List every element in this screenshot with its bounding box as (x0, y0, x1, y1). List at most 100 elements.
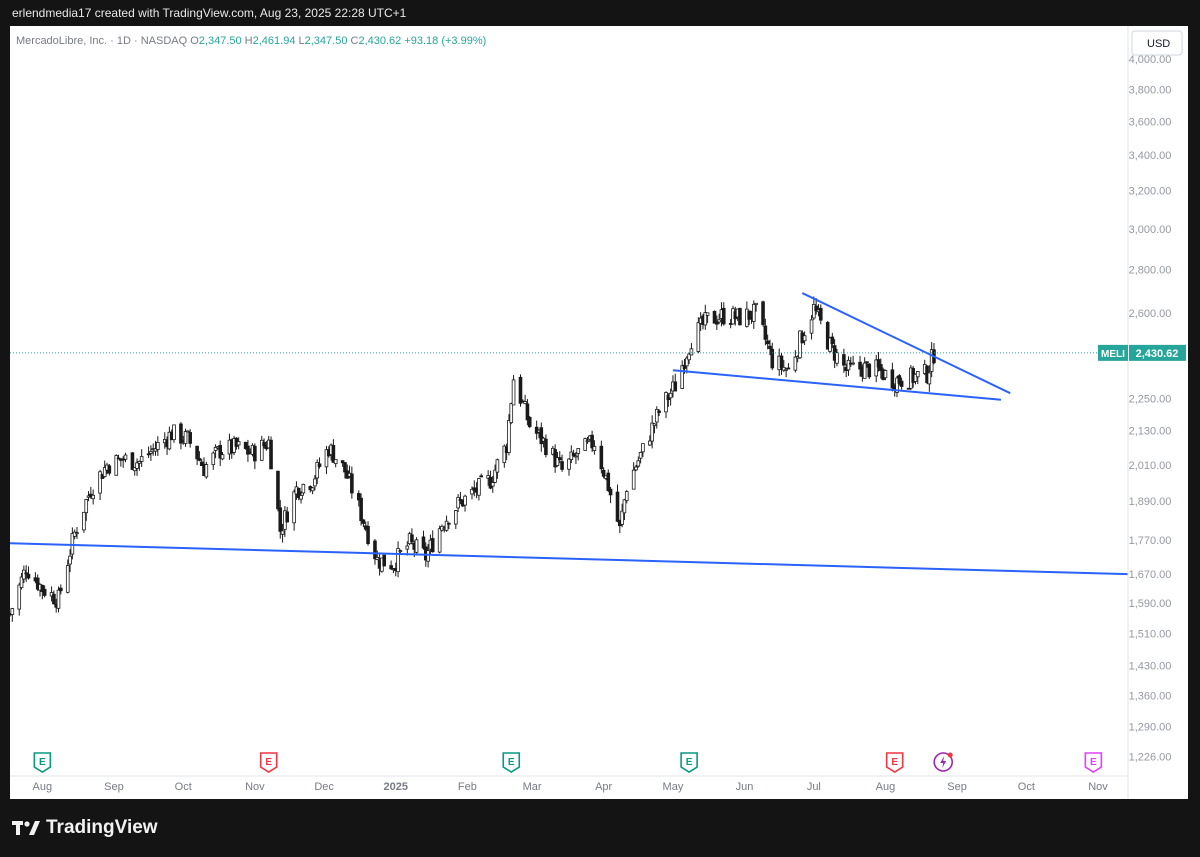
candle-body (10, 608, 15, 615)
candle-body (350, 473, 354, 494)
candle-body (495, 459, 500, 473)
candle-body (507, 420, 511, 453)
candle-body (786, 367, 791, 370)
candle-body (72, 531, 77, 537)
candle-body (636, 460, 641, 467)
candle-body (82, 511, 86, 531)
candle-body (825, 322, 830, 350)
candle-body (68, 555, 72, 565)
candle-body (426, 550, 430, 562)
earnings-marker (885, 752, 904, 773)
y-tick-label: 2,600.00 (1129, 308, 1172, 320)
candle-body (340, 460, 345, 464)
candle-body (262, 441, 266, 447)
candle-body (571, 453, 576, 457)
candle-body (146, 453, 151, 456)
candle-body (624, 491, 629, 502)
earnings-marker-label: E (1090, 757, 1097, 768)
candle-body (830, 336, 835, 345)
y-tick-label: 1,770.00 (1129, 535, 1172, 547)
candle-body (689, 348, 694, 356)
candle-body (523, 401, 527, 405)
candle-body (218, 444, 223, 459)
candle-body (585, 440, 590, 443)
candle-body (299, 495, 303, 500)
candle-body (107, 465, 112, 474)
candle-body (447, 522, 451, 525)
candle-body (211, 452, 216, 466)
candle-body (22, 569, 26, 580)
candle-body (544, 438, 548, 456)
candle-body (615, 491, 620, 522)
candle-body (657, 410, 661, 413)
y-tick-label: 1,590.00 (1129, 598, 1172, 610)
candle-body (622, 499, 627, 514)
candle-body (606, 472, 611, 491)
x-tick-label: Feb (458, 781, 477, 793)
candle-body (765, 340, 770, 345)
candle-body (414, 539, 419, 553)
candle-body (84, 499, 89, 514)
y-tick-label: 3,400.00 (1129, 150, 1172, 162)
y-tick-label: 1,226.00 (1129, 751, 1172, 763)
candle-body (574, 455, 578, 458)
candle-body (906, 387, 911, 390)
candle-body (867, 363, 872, 378)
candle-body (883, 370, 888, 379)
candle-body (317, 463, 322, 467)
y-tick-label: 1,360.00 (1129, 690, 1172, 702)
candle-body (149, 451, 153, 454)
candle-body (814, 305, 818, 312)
candle-body (590, 434, 594, 449)
candle-body (135, 462, 139, 469)
candle-body (454, 510, 458, 525)
candle-body (862, 362, 867, 379)
candle-body (851, 362, 855, 365)
y-tick-label: 1,510.00 (1129, 629, 1172, 641)
x-tick-label: Jul (807, 781, 821, 793)
candle-body (555, 457, 560, 466)
x-tick-label: May (663, 781, 684, 793)
candle-body (389, 565, 393, 570)
legend-low: 2,347.50 (305, 35, 351, 47)
x-tick-label: Dec (314, 781, 334, 793)
trendlines (9, 292, 1129, 576)
candle-body (828, 337, 832, 352)
candle-body (846, 359, 851, 371)
legend-open: 2,347.50 (199, 35, 245, 47)
symbol-tag-label: MELI (1101, 349, 1125, 360)
earnings-marker-label: E (508, 757, 515, 768)
earnings-marker (502, 752, 521, 773)
x-tick-label: Mar (523, 781, 542, 793)
trendline-long-support (9, 542, 1129, 576)
candle-body (197, 458, 202, 461)
candle-body (664, 392, 668, 413)
price-chart[interactable]: 4,000.00 3,800.00 3,600.00 3,400.00 3,200.00… (8, 26, 1188, 799)
y-tick-label: 3,800.00 (1129, 84, 1172, 96)
candle-body (738, 308, 742, 326)
candle-body (313, 478, 317, 487)
candle-body (463, 495, 467, 506)
notification-dot (947, 752, 953, 758)
candle-body (879, 364, 883, 371)
chart-legend: MercadoLibre, Inc. · 1D · NASDAQ O2,347.… (16, 35, 486, 47)
candle-body (705, 312, 710, 316)
candlestick-series (8, 296, 936, 622)
candle-body (188, 432, 192, 444)
candle-body (315, 461, 320, 479)
x-tick-label: Oct (1018, 781, 1035, 793)
candle-body (375, 557, 380, 560)
candle-body (673, 381, 678, 392)
legend-high: 2,461.94 (253, 35, 299, 47)
candle-body (70, 533, 75, 555)
y-tick-label: 4,000.00 (1129, 54, 1172, 66)
candle-body (770, 348, 775, 369)
candle-body (490, 482, 495, 487)
legend-open-label: O (190, 35, 199, 47)
time-axis: Aug Sep Oct Nov Dec 2025 Feb Mar Apr May Jun Jul Aug… (10, 775, 1128, 793)
candle-body (784, 368, 788, 371)
legend-symbol: MercadoLibre, Inc. · 1D · NASDAQ (16, 35, 190, 47)
candle-body (172, 424, 176, 441)
candle-body (890, 369, 895, 389)
candle-body (132, 467, 137, 472)
